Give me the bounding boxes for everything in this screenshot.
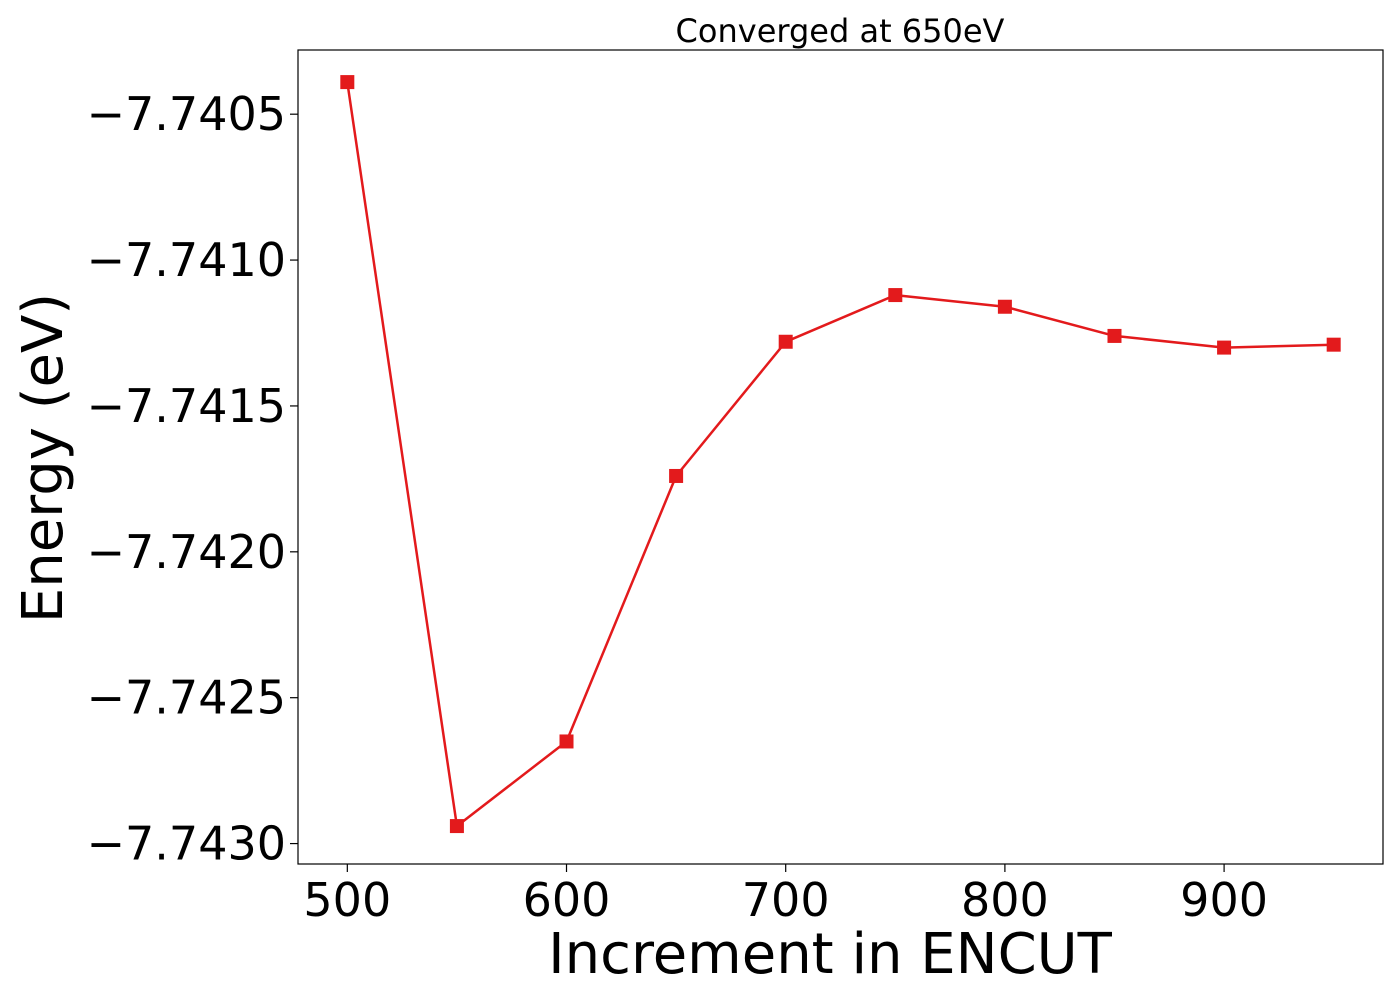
chart-title: Converged at 650eV	[676, 12, 1005, 50]
data-point-marker	[559, 734, 574, 749]
x-axis-ticks: 500 600 700 800 900	[303, 864, 1268, 927]
y-tick-label: −7.7430	[87, 817, 287, 871]
data-point-marker	[669, 468, 684, 483]
y-tick-label: −7.7425	[87, 671, 287, 725]
data-point-marker	[1107, 328, 1122, 343]
x-tick-label: 600	[523, 873, 611, 927]
data-point-marker	[778, 334, 793, 349]
y-tick-label: −7.7405	[87, 87, 287, 141]
y-axis-ticks: −7.7405 −7.7410 −7.7415 −7.7420 −7.7425 −7.74…	[87, 87, 298, 871]
plot-area-frame	[297, 49, 1384, 865]
series-line	[346, 81, 1334, 828]
x-tick-label: 700	[742, 873, 830, 927]
y-tick-label: −7.7415	[87, 379, 287, 433]
y-axis-label: Energy (eV)	[11, 293, 76, 623]
data-point-marker	[449, 819, 464, 834]
data-point-marker	[1326, 337, 1341, 352]
x-tick-label: 900	[1180, 873, 1268, 927]
data-point-marker	[340, 75, 355, 90]
x-tick-label: 500	[303, 873, 391, 927]
y-tick-label: −7.7420	[87, 525, 287, 579]
x-tick-label: 800	[961, 873, 1049, 927]
series-layer	[340, 75, 1341, 834]
data-point-marker	[997, 299, 1012, 314]
data-point-marker	[888, 288, 903, 303]
data-point-marker	[1217, 340, 1232, 355]
y-tick-label: −7.7410	[87, 233, 287, 287]
x-axis-label: Increment in ENCUT	[548, 922, 1113, 987]
